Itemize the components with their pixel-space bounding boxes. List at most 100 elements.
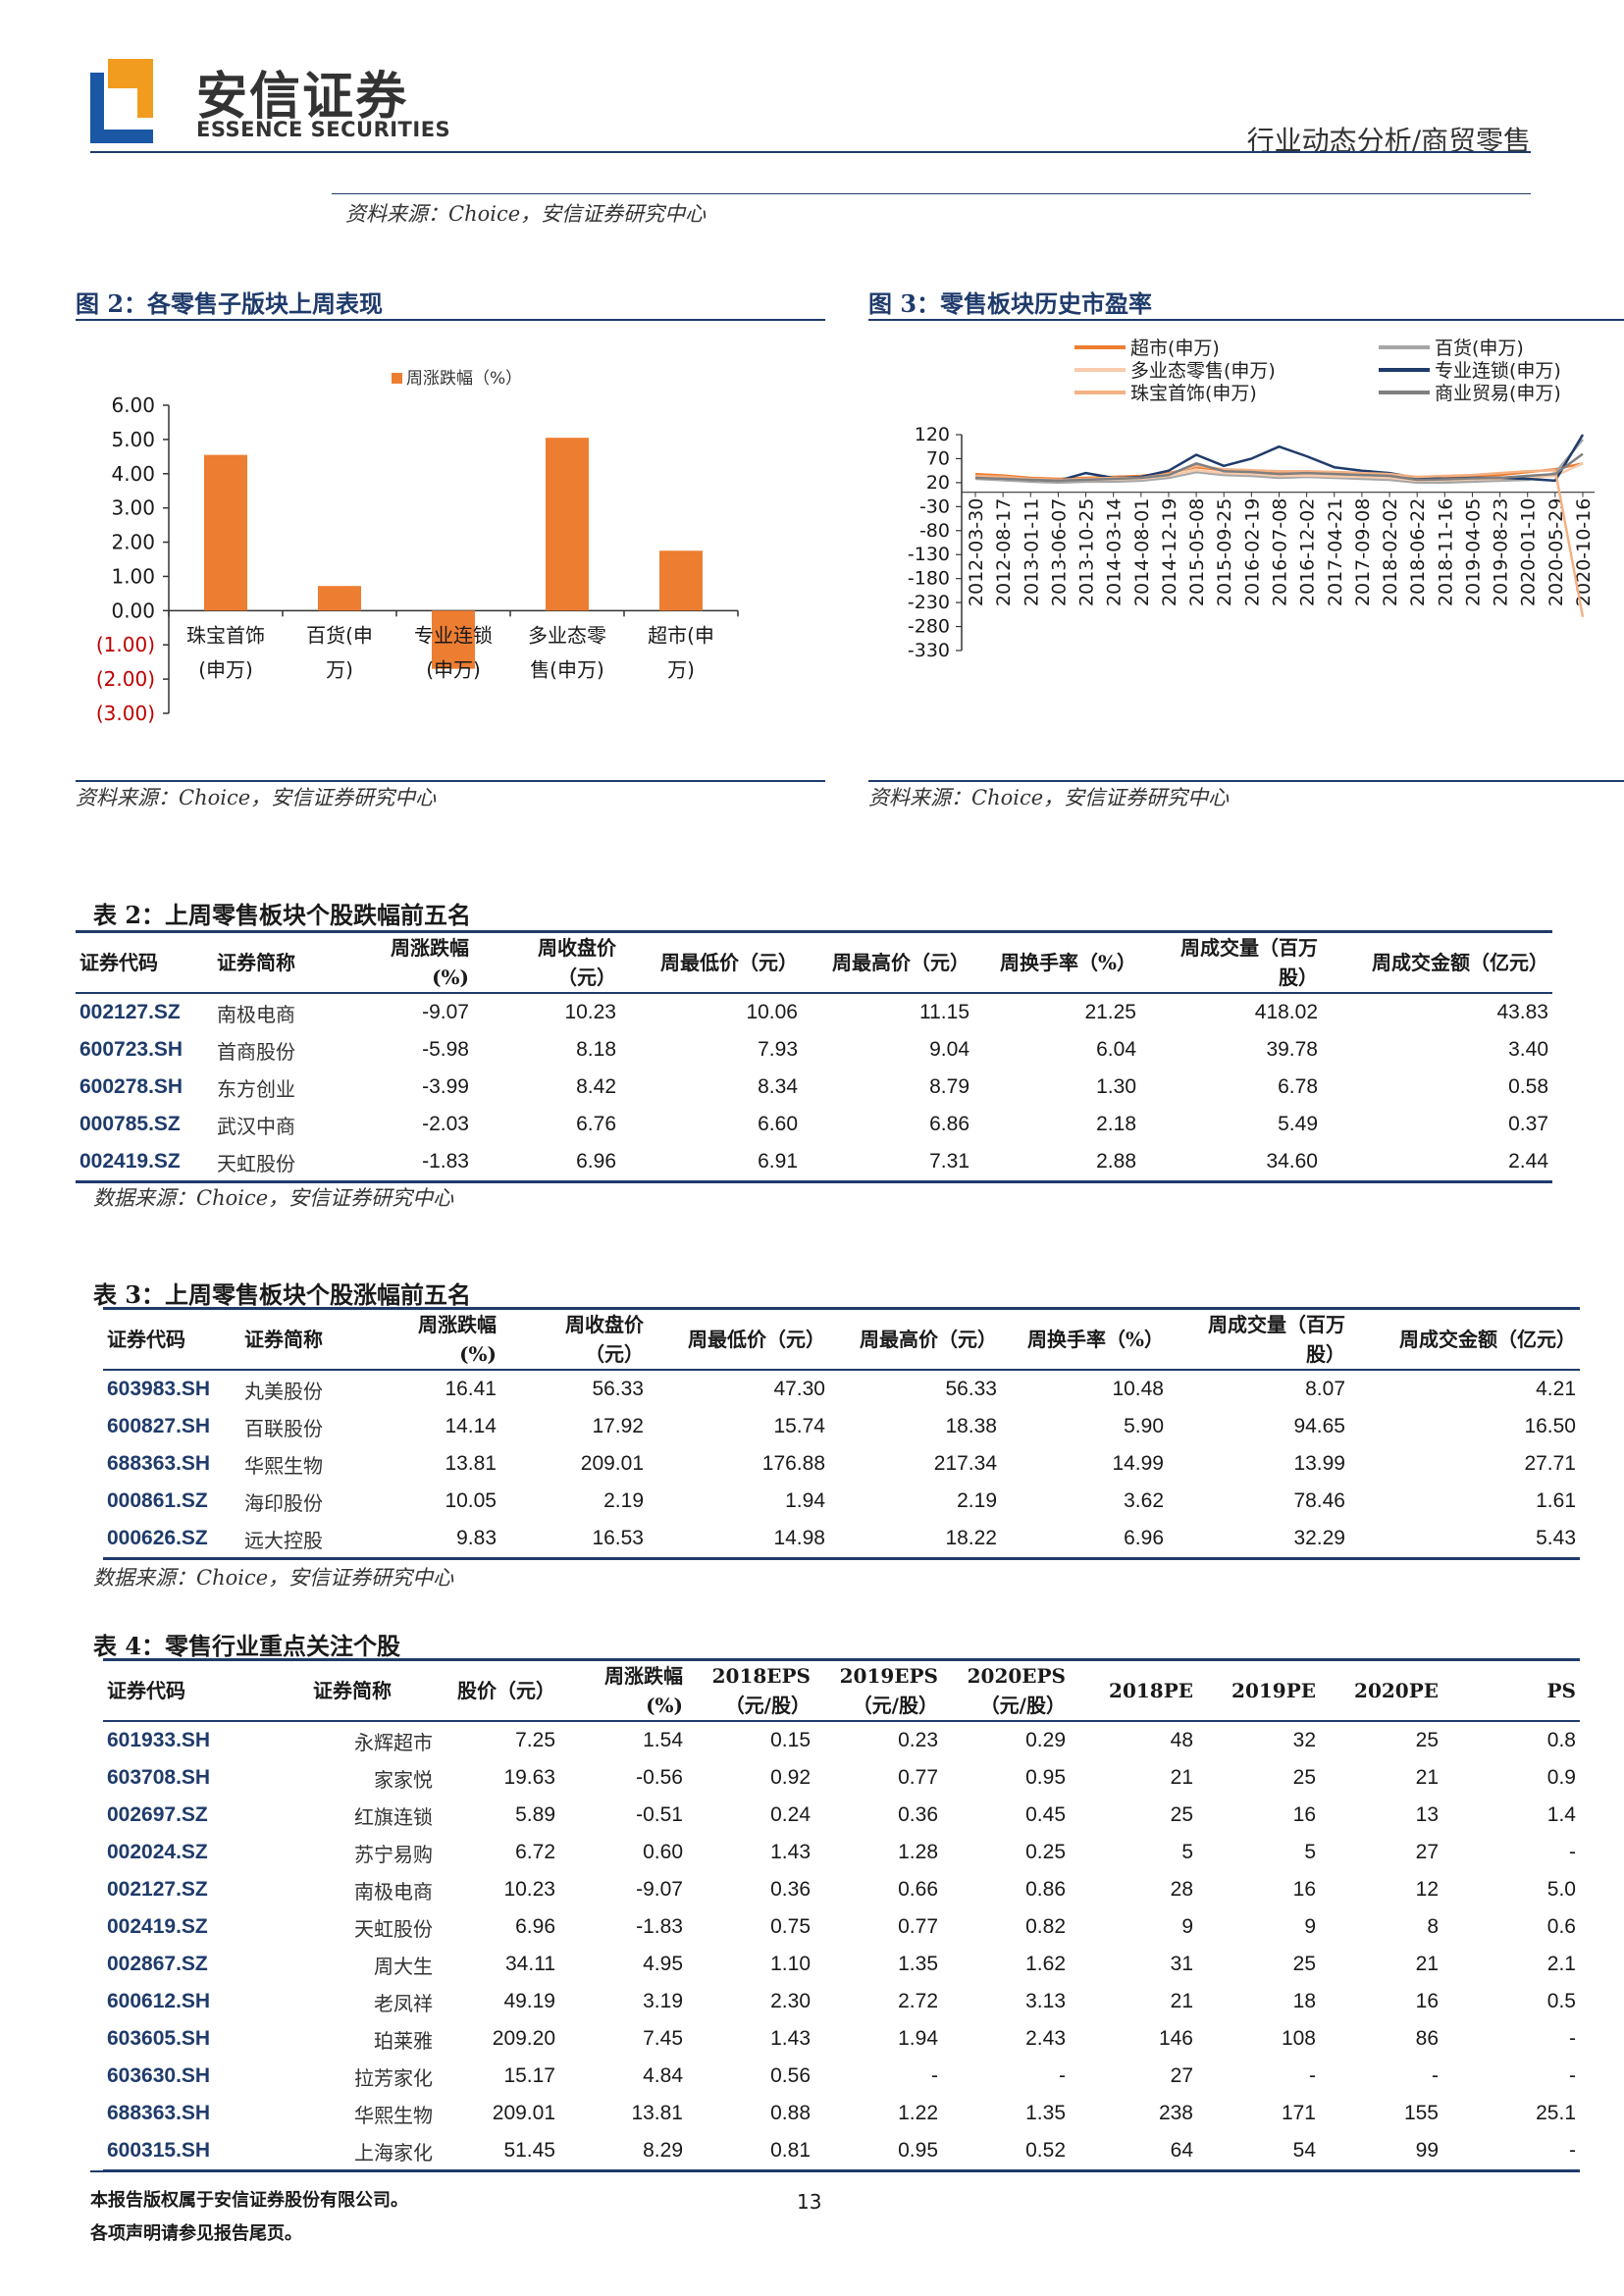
figure3-bottom-rule — [868, 780, 1624, 782]
table-cell: 7.31 — [929, 1150, 969, 1173]
table-row: 603983.SH 丸美股份 16.41 56.33 47.30 56.33 10.48 8.… — [103, 1370, 1580, 1408]
category-label: 珠宝首饰 — [186, 623, 265, 647]
table-cell: 3.19 — [643, 1990, 683, 2012]
x-tick-label: 2017-09-08 — [1352, 498, 1374, 606]
table-row: 688363.SH 华熙生物 13.81 209.01 176.88 217.34 14.9… — [103, 1445, 1580, 1483]
y-tick-label: -330 — [908, 640, 950, 661]
table-cell: - — [1569, 2027, 1576, 2050]
table-cell: 21 — [1415, 1953, 1439, 1975]
table-cell: 0.52 — [1025, 2139, 1066, 2162]
table-cell: 11.15 — [919, 1001, 969, 1023]
top-source-divider — [332, 193, 1531, 194]
table-cell: 6.04 — [1096, 1038, 1136, 1061]
table-cell: 27 — [1170, 2064, 1193, 2087]
security-code: 002867.SZ — [107, 1953, 208, 1975]
x-tick-label: 2013-06-07 — [1048, 498, 1070, 606]
column-header: 周最高价（元） — [832, 951, 969, 974]
table-cell: 21.25 — [1084, 1001, 1136, 1023]
table-cell: 4.84 — [643, 2064, 683, 2087]
table-cell: 7.93 — [758, 1038, 798, 1061]
security-name: 首商股份 — [217, 1039, 295, 1064]
legend-label: 百货(申万) — [1435, 338, 1524, 359]
security-code: 000785.SZ — [79, 1113, 181, 1135]
y-tick-label: 20 — [926, 472, 950, 494]
security-name: 周大生 — [374, 1954, 433, 1978]
table3: 证券代码 证券简称 周涨跌幅 (%) 周收盘价 （元） 周最低价（元） 周最高价（元） 周换手率… — [103, 1307, 1580, 1560]
security-name: 红旗连锁 — [354, 1804, 433, 1829]
column-header: 2018EPS （元/股） — [711, 1664, 811, 1717]
figure3-line-chart: 超市(申万) 百货(申万) 多业态零售(申万) 专业连锁(申万) 珠宝首饰(申万) 商业贸… — [908, 338, 1595, 661]
x-tick-label: 2012-08-17 — [993, 498, 1015, 606]
column-header: 证券代码 — [79, 951, 158, 974]
security-code: 603605.SH — [107, 2027, 211, 2050]
security-name: 家家悦 — [374, 1767, 433, 1792]
table-cell: 8 — [1427, 1915, 1439, 1938]
table-row: 002127.SZ 南极电商 -9.07 10.23 10.06 11.15 21.25 41… — [76, 993, 1552, 1031]
y-tick-label: -80 — [919, 520, 950, 542]
table-cell: 3.40 — [1508, 1038, 1548, 1061]
x-tick-label: 2016-07-08 — [1270, 498, 1291, 606]
bar — [432, 610, 475, 669]
table-cell: 217.34 — [933, 1452, 997, 1475]
column-header: 股价（元） — [457, 1679, 555, 1702]
legend-label: 周涨跌幅（%） — [406, 369, 522, 389]
table-cell: 8.07 — [1305, 1378, 1345, 1400]
footer-copyright: 本报告版权属于安信证券股份有限公司。 — [90, 2190, 408, 2211]
table-cell: 21 — [1170, 1990, 1193, 2012]
table-cell: 9 — [1181, 1915, 1193, 1938]
table-cell: 176.88 — [761, 1452, 825, 1475]
table-cell: 1.35 — [898, 1953, 938, 1975]
security-name: 华熙生物 — [354, 2103, 433, 2127]
table-cell: 1.62 — [1025, 1953, 1066, 1975]
table-cell: 0.36 — [898, 1803, 938, 1826]
table-cell: 2.44 — [1508, 1150, 1548, 1173]
logo-text-en: ESSENCE SECURITIES — [196, 118, 451, 141]
table-cell: 0.5 — [1546, 1990, 1576, 2012]
security-code: 603983.SH — [107, 1378, 211, 1400]
table-cell: 25 — [1415, 1729, 1439, 1751]
table-cell: 78.46 — [1293, 1489, 1345, 1512]
column-header: 周成交量（百万 股） — [1208, 1313, 1345, 1366]
column-header: 周涨跌幅 (%) — [418, 1313, 497, 1366]
table3-header-row: 证券代码 证券简称 周涨跌幅 (%) 周收盘价 （元） 周最低价（元） 周最高价（元） 周换手率… — [103, 1308, 1580, 1370]
table3-title: 表 3：上周零售板块个股涨幅前五名 — [93, 1280, 472, 1309]
table-cell: -3.99 — [422, 1075, 469, 1098]
table3-source: 数据来源：Choice，安信证券研究中心 — [93, 1566, 454, 1590]
y-tick-label: 5.00 — [111, 428, 155, 451]
y-tick-label: -280 — [908, 616, 950, 638]
table-cell: 10.06 — [746, 1001, 798, 1023]
table-cell: 86 — [1415, 2027, 1439, 2050]
table-cell: 16.41 — [445, 1378, 497, 1400]
footer-divider — [90, 2170, 1531, 2172]
table-cell: 18 — [1292, 1990, 1316, 2012]
table-cell: - — [1309, 2064, 1316, 2087]
table-cell: 209.01 — [580, 1452, 644, 1475]
table-cell: 39.78 — [1266, 1038, 1318, 1061]
security-code: 600315.SH — [107, 2139, 211, 2162]
x-tick-label: 2020-10-16 — [1573, 498, 1595, 606]
table-cell: 16 — [1292, 1878, 1316, 1901]
table-cell: - — [1569, 1841, 1576, 1863]
table-row: 600315.SH 上海家化 51.45 8.29 0.81 0.95 0.52 64 54 99… — [103, 2132, 1580, 2171]
table-cell: 0.60 — [643, 1841, 683, 1863]
table-row: 002127.SZ 南极电商 10.23 -9.07 0.36 0.66 0.86 28 16 1… — [103, 1871, 1580, 1908]
legend-label: 多业态零售(申万) — [1130, 360, 1276, 382]
table-cell: 1.28 — [898, 1841, 938, 1863]
security-name: 苏宁易购 — [354, 1842, 433, 1866]
column-header: 2020PE — [1354, 1679, 1439, 1702]
security-name: 老凤祥 — [374, 1991, 433, 2015]
table-cell: 2.19 — [957, 1489, 997, 1512]
table-cell: 15.74 — [773, 1415, 825, 1437]
table-cell: 64 — [1170, 2139, 1193, 2162]
column-header: 证券代码 — [107, 1679, 185, 1702]
table-cell: -9.07 — [422, 1001, 469, 1023]
table-cell: 25 — [1292, 1953, 1316, 1975]
table-cell: 6.76 — [576, 1113, 616, 1135]
table-row: 688363.SH 华熙生物 209.01 13.81 0.88 1.22 1.35 238 1… — [103, 2095, 1580, 2132]
category-label: 万) — [326, 657, 353, 681]
table-cell: 6.86 — [929, 1113, 969, 1135]
table-cell: 418.02 — [1254, 1001, 1318, 1023]
table-cell: 34.60 — [1266, 1150, 1318, 1173]
column-header: 周最高价（元） — [860, 1328, 997, 1351]
table-cell: 1.61 — [1536, 1489, 1576, 1512]
